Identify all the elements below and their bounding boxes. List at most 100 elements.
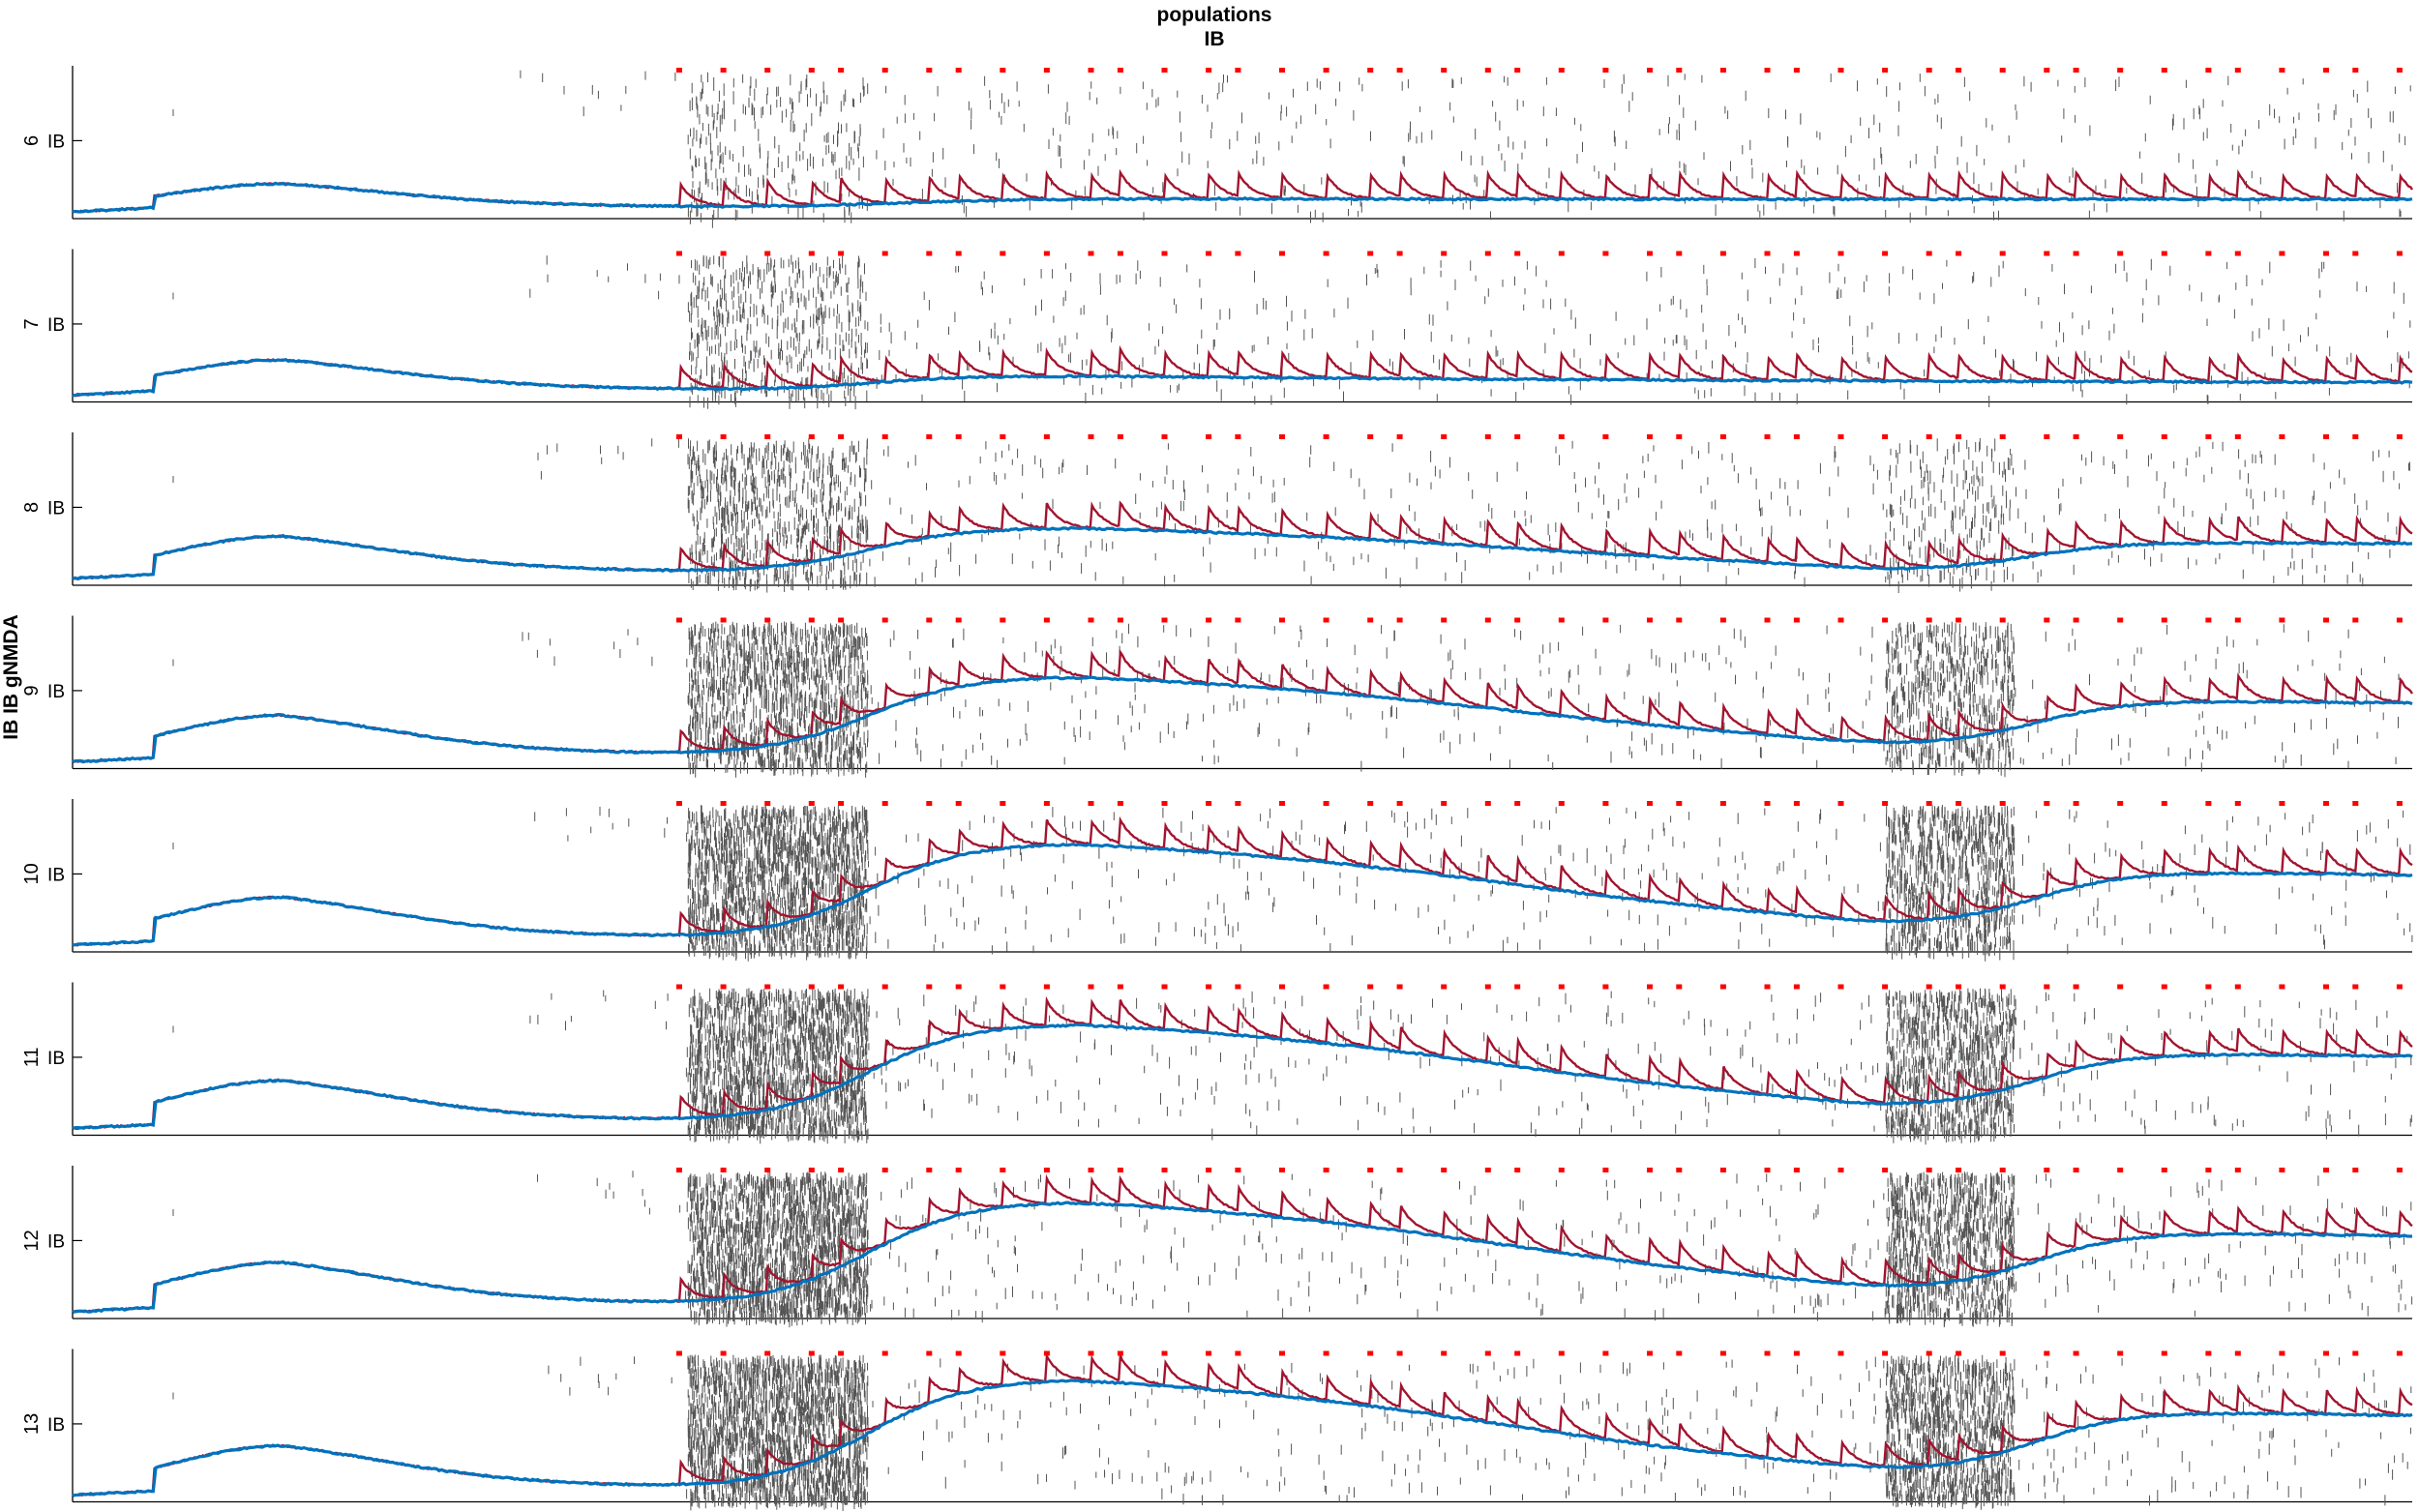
gnmda-fast-trace <box>72 168 2414 214</box>
y-tick-label: IB <box>47 132 65 152</box>
pulse-marker <box>1837 801 1844 806</box>
pulse-marker <box>2234 1350 2241 1356</box>
pulse-marker <box>2117 1168 2124 1172</box>
pulse-marker <box>1161 984 1168 990</box>
pulse-marker <box>1000 617 1006 623</box>
pulse-marker <box>955 68 962 73</box>
spike-raster <box>172 70 2411 228</box>
pulse-marker <box>2279 251 2285 256</box>
pulse-marker <box>720 617 727 623</box>
pulse-marker <box>881 68 888 73</box>
pulse-marker <box>764 984 771 990</box>
pulse-marker <box>1676 984 1683 990</box>
pulse-markers <box>676 617 2403 623</box>
pulse-marker <box>1882 1168 1889 1172</box>
pulse-marker <box>1956 984 1962 990</box>
pulse-marker <box>2396 1350 2403 1356</box>
pulse-marker <box>1719 984 1726 990</box>
pulse-marker <box>1396 801 1403 806</box>
pulse-marker <box>1279 434 1285 439</box>
pulse-marker <box>676 434 682 439</box>
y-tick-label: IB <box>47 1231 65 1252</box>
pulse-marker <box>2352 984 2359 990</box>
pulse-marker <box>1000 984 1006 990</box>
pulse-marker <box>955 251 962 256</box>
pulse-marker <box>2044 801 2050 806</box>
pulse-marker <box>1043 251 1050 256</box>
pulse-marker <box>720 801 727 806</box>
pulse-marker <box>881 1168 888 1172</box>
pulse-marker <box>2161 434 2167 439</box>
pulse-marker <box>838 984 845 990</box>
pulse-marker <box>1676 617 1683 623</box>
pulse-marker <box>955 801 962 806</box>
pulse-marker <box>1956 1168 1962 1172</box>
pulse-marker <box>1999 1168 2006 1172</box>
pulse-marker <box>926 984 933 990</box>
pulse-marker <box>1882 801 1889 806</box>
pulse-marker <box>2073 251 2079 256</box>
y-tick-label: IB <box>47 498 65 519</box>
pulse-marker <box>1882 434 1889 439</box>
pulse-marker <box>1514 984 1521 990</box>
pulse-marker <box>1235 617 1241 623</box>
pulse-marker <box>1999 617 2006 623</box>
pulse-marker <box>1882 68 1889 73</box>
pulse-marker <box>2396 434 2403 439</box>
pulse-marker <box>1602 984 1609 990</box>
pulse-marker <box>2279 68 2285 73</box>
pulse-marker <box>881 984 888 990</box>
pulse-marker <box>1367 251 1374 256</box>
pulse-marker <box>838 1350 845 1356</box>
pulse-marker <box>1323 1168 1329 1172</box>
pulse-marker <box>838 251 845 256</box>
pulse-marker <box>1206 1350 1212 1356</box>
pulse-marker <box>1206 68 1212 73</box>
pulse-marker <box>808 984 815 990</box>
pulse-marker <box>1323 984 1329 990</box>
pulse-marker <box>2073 617 2079 623</box>
pulse-marker <box>764 434 771 439</box>
pulse-marker <box>1676 801 1683 806</box>
pulse-marker <box>1602 617 1609 623</box>
pulse-marker <box>1926 617 1932 623</box>
pulse-marker <box>2117 68 2124 73</box>
pulse-marker <box>1764 801 1771 806</box>
pulse-marker <box>1484 68 1491 73</box>
pulse-marker <box>2323 984 2329 990</box>
pulse-marker <box>1956 251 1962 256</box>
pulse-marker <box>1719 1168 1726 1172</box>
pulse-marker <box>676 251 682 256</box>
pulse-marker <box>1161 68 1168 73</box>
pulse-marker <box>1279 984 1285 990</box>
pulse-marker <box>1764 251 1771 256</box>
spike-raster <box>172 988 2412 1145</box>
pulse-marker <box>1396 1168 1403 1172</box>
spike-raster <box>172 254 2411 410</box>
pulse-marker <box>2073 434 2079 439</box>
pulse-marker <box>1367 68 1374 73</box>
pulse-marker <box>1323 617 1329 623</box>
pulse-marker <box>1719 801 1726 806</box>
pulse-marker <box>1367 434 1374 439</box>
pulse-marker <box>1926 1350 1932 1356</box>
pulse-marker <box>720 251 727 256</box>
y-tick-label: IB <box>47 1049 65 1069</box>
gnmda-fast-trace <box>72 500 2413 580</box>
pulse-marker <box>1206 801 1212 806</box>
pulse-marker <box>1793 801 1800 806</box>
pulse-marker <box>1043 617 1050 623</box>
pulse-marker <box>2117 251 2124 256</box>
pulse-marker <box>2279 1168 2285 1172</box>
pulse-marker <box>1323 1350 1329 1356</box>
pulse-marker <box>2117 434 2124 439</box>
panel-label: 9 <box>21 685 43 696</box>
pulse-marker <box>1676 1350 1683 1356</box>
pulse-marker <box>1117 434 1123 439</box>
pulse-marker <box>1043 801 1050 806</box>
pulse-marker <box>1602 1168 1609 1172</box>
pulse-marker <box>2279 434 2285 439</box>
pulse-marker <box>1484 984 1491 990</box>
pulse-marker <box>2117 801 2124 806</box>
